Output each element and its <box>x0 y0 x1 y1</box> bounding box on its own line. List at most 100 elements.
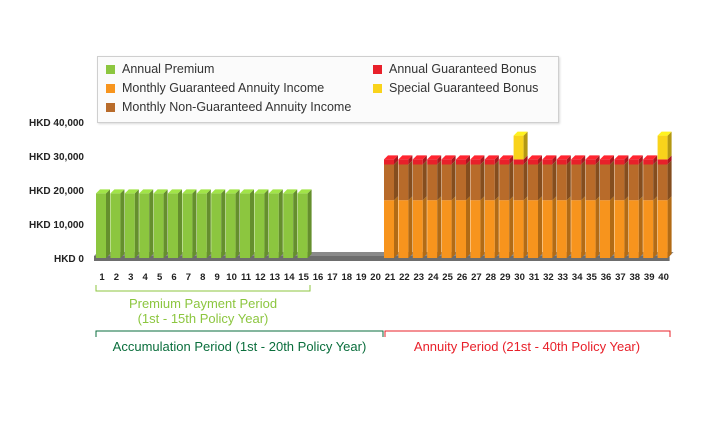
bar-top <box>600 155 614 160</box>
legend: Annual Premium Monthly Guaranteed Annuit… <box>97 56 559 123</box>
x-tick-label: 36 <box>601 272 612 283</box>
bar-segment <box>513 155 528 165</box>
bar-face <box>470 164 481 201</box>
bar-segment <box>499 160 514 201</box>
bar-face <box>456 159 466 165</box>
bar-face <box>542 164 553 201</box>
bar-segment <box>283 189 298 258</box>
annuity-period-label: Annuity Period (21st - 40th Policy Year) <box>413 339 641 354</box>
bar-face <box>614 164 625 201</box>
bar-segment <box>600 155 614 165</box>
bar-face <box>427 200 438 258</box>
bar-face <box>499 164 510 201</box>
bar-side <box>523 155 528 165</box>
bar-face <box>412 200 423 258</box>
x-tick-label: 18 <box>342 272 353 283</box>
bar-side <box>192 189 197 258</box>
x-tick-label: 35 <box>586 272 597 283</box>
bar-face <box>643 159 654 165</box>
x-tick-label: 32 <box>543 272 554 283</box>
bar-face <box>657 164 668 201</box>
y-tick-label: HKD 30,000 <box>29 152 84 163</box>
bar-segment <box>528 160 542 201</box>
x-tick-label: 6 <box>171 272 176 283</box>
x-tick-label: 7 <box>186 272 191 283</box>
bar-segment <box>643 155 658 165</box>
x-tick-label: 11 <box>241 272 252 283</box>
bar-side <box>451 160 456 201</box>
bar-face <box>456 200 466 258</box>
x-tick-label: 28 <box>486 272 497 283</box>
bar-segment <box>384 155 398 165</box>
bar-segment <box>484 155 499 165</box>
x-tick-label: 26 <box>457 272 468 283</box>
premium-period-line1: Premium Payment Period <box>128 296 278 311</box>
bar-side <box>595 196 600 258</box>
bar-face <box>441 200 452 258</box>
bar-side <box>523 196 528 258</box>
bar-segment <box>600 160 614 201</box>
bar-face <box>585 200 596 258</box>
bar-top <box>571 155 586 160</box>
bar-side <box>494 160 499 201</box>
x-tick-label: 27 <box>471 272 482 283</box>
bar-face <box>600 164 610 201</box>
bar-top <box>211 189 226 194</box>
bar-side <box>595 155 600 165</box>
bar-segment <box>499 196 514 258</box>
bar-side <box>552 155 557 165</box>
bar-face <box>384 159 394 165</box>
x-tick-label: 8 <box>200 272 205 283</box>
legend-item-guaranteed-annuity: Monthly Guaranteed Annuity Income <box>106 81 324 95</box>
bar-face <box>427 159 438 165</box>
y-tick-label: HKD 40,000 <box>29 118 84 129</box>
bar-segment <box>456 160 470 201</box>
bar-side <box>552 160 557 201</box>
legend-swatch <box>373 64 382 74</box>
bar-face <box>556 159 567 165</box>
bar-segment <box>585 160 600 201</box>
bar-side <box>106 189 110 258</box>
bar-segment <box>499 155 514 165</box>
bar-face <box>571 200 582 258</box>
bar-side <box>610 160 614 201</box>
bar-top <box>182 189 197 194</box>
bar-face <box>283 193 294 258</box>
bar-segment <box>542 155 557 165</box>
x-tick-label: 38 <box>630 272 641 283</box>
bar-side <box>638 155 643 165</box>
bar-segment <box>513 196 528 258</box>
bar-segment <box>412 196 427 258</box>
bar-face <box>628 159 639 165</box>
x-tick-label: 17 <box>327 272 338 283</box>
bar-segment <box>297 189 312 258</box>
bar-face <box>441 159 452 165</box>
bar-face <box>398 159 409 165</box>
bar-side <box>667 155 672 165</box>
legend-item-annual-bonus: Annual Guaranteed Bonus <box>373 62 536 76</box>
bar-segment <box>614 160 629 201</box>
bar-segment <box>427 160 442 201</box>
bar-side <box>206 189 211 258</box>
bar-face <box>528 200 538 258</box>
bar-face <box>556 200 567 258</box>
bar-segment <box>412 160 427 201</box>
bar-top <box>398 155 413 160</box>
bar-segment <box>657 155 672 165</box>
bar-side <box>610 196 614 258</box>
bar-segment <box>441 155 456 165</box>
bar-face <box>657 159 668 165</box>
bar-segment <box>124 189 139 258</box>
x-tick-label: 15 <box>298 272 309 283</box>
premium-period-line2: (1st - 15th Policy Year) <box>137 311 269 326</box>
bar-side <box>494 155 499 165</box>
bar-side <box>566 160 571 201</box>
bar-segment <box>528 155 542 165</box>
bar-segment <box>268 189 283 258</box>
bar-top <box>513 131 528 136</box>
bar-side <box>293 189 298 258</box>
bar-face <box>499 159 510 165</box>
bar-top <box>556 155 571 160</box>
x-tick-label: 2 <box>114 272 119 283</box>
